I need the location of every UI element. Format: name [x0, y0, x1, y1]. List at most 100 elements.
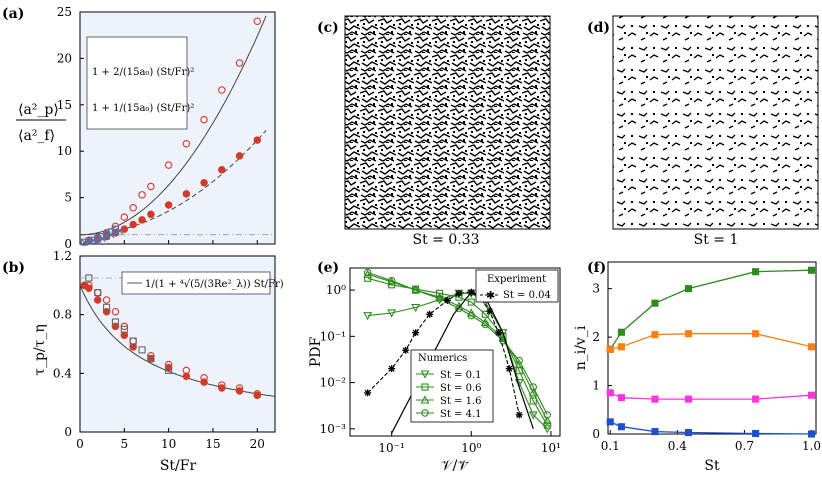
e-point: [436, 289, 444, 297]
f-point: [606, 345, 614, 353]
f-point: [617, 343, 625, 351]
panel-c: (c) St = 0.33: [317, 15, 551, 248]
b-point: [165, 366, 173, 374]
panel-d: (d) St = 1: [587, 15, 819, 248]
a-ytick-label: 20: [57, 51, 72, 65]
panel-b: (b) 0 0.4 0.8 1.2 0 5 10 15 20 τ_p/τ_η St/Fr 1/(…: [2, 249, 284, 474]
b-point: [129, 343, 137, 351]
e-exp-point: [486, 307, 494, 315]
e-legend-marker: [421, 383, 429, 391]
e-point: [387, 309, 397, 318]
e-point: [528, 388, 538, 397]
e-xtick-label: 10¹: [541, 441, 561, 455]
a-point: [218, 86, 226, 94]
e-exp-point: [402, 346, 410, 354]
a-point: [200, 179, 208, 187]
legend-numerics-title: Numerics: [418, 353, 467, 364]
b-point: [129, 337, 137, 345]
f-point: [651, 428, 659, 436]
panel-e-legend-numerics: Numerics St = 0.1 St = 0.6 St = 1.6 St = 4.…: [410, 349, 494, 423]
e-ytick-label: 10⁻³: [320, 422, 347, 436]
e-xtick-label: 10⁻¹: [378, 441, 404, 455]
panel-e-legend-experiment: Experiment ✱ St = 0.04: [475, 269, 559, 303]
a-ytick-label: 25: [57, 5, 72, 19]
e-point: [455, 304, 463, 313]
b-point: [102, 296, 111, 304]
a-point: [129, 204, 137, 212]
panel-f-frame: [607, 261, 817, 435]
a-point: [147, 210, 155, 219]
panel-f-label: (f): [587, 260, 606, 276]
b-point: [85, 274, 93, 282]
panel-f-series: [606, 266, 816, 438]
legend-experiment-title: Experiment: [487, 274, 546, 285]
b-point: [147, 355, 155, 363]
b-point: [138, 346, 146, 354]
a-point: [112, 229, 119, 237]
e-point: [467, 311, 476, 320]
b-point: [103, 303, 111, 311]
f-point: [807, 391, 816, 399]
f-point: [651, 299, 659, 307]
panel-c-label: (c): [317, 20, 339, 36]
f-point: [807, 343, 816, 351]
e-xtick-label: 10⁰: [461, 441, 481, 455]
b-point: [147, 354, 155, 363]
a-point: [116, 227, 124, 235]
e-point: [467, 298, 475, 306]
e-point: [435, 292, 445, 301]
panel-e-ticks: 10⁻¹ 10⁰ 10¹ 10⁻³ 10⁻² 10⁻¹ 10⁰: [320, 283, 561, 455]
e-ytick-label: 10⁰: [326, 283, 346, 297]
e-point: [529, 383, 538, 391]
e-point: [363, 312, 373, 321]
e-legend-label: St = 1.6: [440, 396, 482, 407]
e-exp-point: [412, 329, 420, 337]
panel-e-ylabel: PDF: [308, 337, 324, 368]
snapshot-d-caption: St = 1: [694, 232, 739, 248]
e-exp-point: [515, 411, 523, 419]
e-legend-marker: [421, 409, 429, 417]
panel-f-xlabel: St: [704, 458, 720, 474]
a-point: [253, 17, 262, 26]
legend-exp-marker: ✱: [486, 289, 495, 302]
e-point: [387, 276, 396, 285]
e-legend-marker: [420, 370, 430, 379]
b-point: [102, 307, 111, 316]
a-point: [182, 140, 191, 148]
e-legend-marker: [420, 395, 430, 404]
f-xtick-label: 0.4: [668, 439, 687, 453]
e-point: [481, 310, 489, 318]
snapshot-c: [344, 15, 551, 230]
b-point: [94, 289, 102, 297]
e-line-3: [367, 271, 548, 416]
e-ytick-label: 10⁻²: [320, 376, 347, 390]
a-point: [103, 233, 111, 241]
panel-e-label: (e): [317, 260, 339, 276]
panel-a-legend: 1 + 2/(15a₀) (St/Fr)² 1 + 1/(15a₀) (St/F…: [86, 36, 194, 130]
e-legend-label: St = 0.1: [440, 370, 482, 381]
b-xtick-label: 20: [250, 437, 265, 451]
panel-a-ticks: 0 5 10 15 20 25: [57, 5, 275, 251]
b-xtick-label: 15: [205, 437, 220, 451]
e-point: [435, 294, 444, 303]
e-legend-label: St = 4.1: [440, 409, 482, 420]
a-point: [182, 190, 191, 198]
b-point: [120, 325, 128, 333]
b-point: [235, 387, 244, 395]
e-point: [543, 411, 552, 419]
e-point: [499, 337, 507, 345]
b-xtick-label: 5: [120, 437, 128, 451]
e-exp-point: [426, 310, 434, 318]
e-point: [528, 411, 538, 420]
a-point: [253, 136, 262, 144]
panel-f: (f) 0 1 2 3 0.1 0.4 0.7 1.0 n_i/v_i St: [573, 260, 821, 474]
e-point: [363, 269, 373, 278]
b-ytick-label: 0.4: [53, 366, 72, 380]
e-exp-point: [388, 365, 396, 373]
panel-a-ylabel-den: ⟨a²_f⟩: [18, 128, 55, 144]
panel-b-legend-text: 1/(1 + ⁴√(5/(3Re²_λ)) St/Fr): [145, 279, 284, 290]
a-point: [164, 201, 173, 209]
a-point: [138, 191, 146, 199]
e-point: [363, 268, 372, 277]
